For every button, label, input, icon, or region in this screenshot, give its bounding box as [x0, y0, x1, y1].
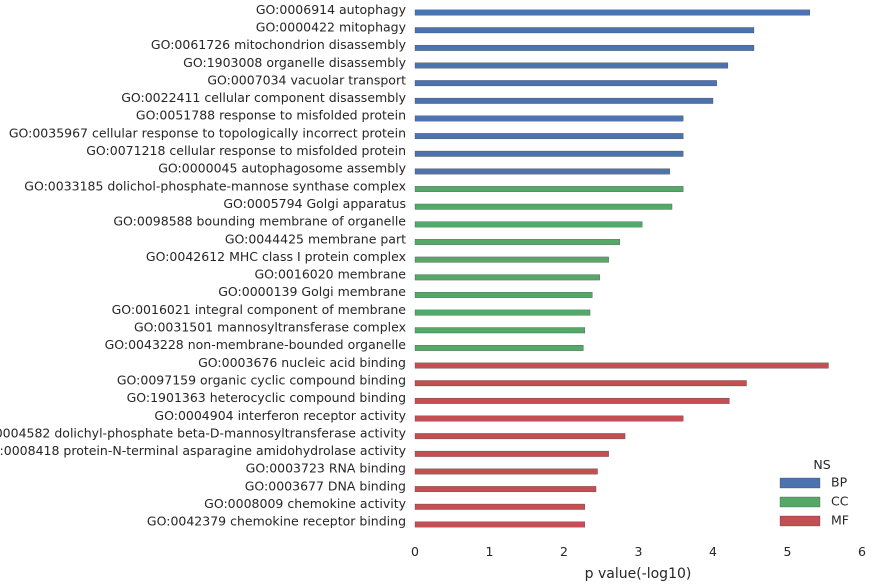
category-label: GO:0007034 vacuolar transport: [207, 72, 406, 87]
category-label: GO:0098588 bounding membrane of organell…: [113, 214, 406, 229]
legend-swatch-mf: [779, 515, 821, 527]
category-label: GO:0051788 response to misfolded protein: [136, 108, 406, 123]
category-label: GO:0008418 protein-N-terminal asparagine…: [0, 443, 407, 458]
category-label: GO:0061726 mitochondrion disassembly: [151, 37, 407, 52]
bar-go-1903008-bp: [414, 62, 729, 69]
category-label: GO:0003676 nucleic acid binding: [198, 355, 406, 370]
x-axis-label: p value(-log10): [585, 566, 692, 582]
category-label: GO:0000045 autophagosome assembly: [158, 161, 406, 176]
category-label: GO:0003723 RNA binding: [246, 461, 406, 476]
category-labels-group: GO:0006914 autophagy GO:0000422 mitophagy…: [0, 2, 407, 529]
legend-label-cc: CC: [831, 494, 849, 509]
category-label: GO:0022411 cellular component disassembl…: [121, 90, 406, 105]
category-label: GO:0016021 integral component of membran…: [112, 302, 407, 317]
category-label: GO:0005794 Golgi apparatus: [223, 196, 406, 211]
legend-title: NS: [813, 457, 830, 472]
bar-go-0098588-cc: [414, 221, 643, 228]
category-label: GO:0042379 chemokine receptor binding: [147, 514, 406, 529]
category-label: GO:0016020 membrane: [254, 267, 406, 282]
category-label: GO:0004582 dolichyl-phosphate beta-D-man…: [0, 425, 407, 440]
legend-swatch-cc: [779, 496, 821, 508]
category-label: GO:0044425 membrane part: [225, 231, 406, 246]
bar-go-0007034-bp: [414, 80, 717, 87]
bar-go-1901363-mf: [414, 397, 730, 404]
bar-go-0033185-cc: [414, 186, 684, 192]
legend-label-mf: MF: [831, 513, 849, 528]
bar-go-0071218-bp: [414, 150, 684, 157]
x-tick-label: 6: [858, 544, 866, 559]
bar-go-0042612-cc: [414, 256, 609, 263]
bar-go-0044425-cc: [414, 239, 621, 245]
category-label: GO:0042612 MHC class I protein complex: [146, 249, 406, 264]
category-label: GO:0004904 interferon receptor activity: [154, 408, 406, 423]
bar-go-0005794-cc: [414, 203, 673, 210]
category-label: GO:0033185 dolichol-phosphate-mannose sy…: [24, 178, 406, 193]
bar-go-0031501-cc: [414, 327, 586, 334]
category-label: GO:0000139 Golgi membrane: [218, 284, 406, 299]
category-label: GO:0003677 DNA binding: [245, 478, 406, 493]
category-label: GO:1903008 organelle disassembly: [183, 55, 406, 70]
bar-go-0000045-bp: [414, 168, 670, 175]
bar-go-0097159-mf: [414, 380, 747, 387]
legend-swatch-bp: [779, 477, 821, 489]
x-tick-label: 3: [635, 544, 643, 559]
legend: NS BP CC MF: [779, 457, 849, 528]
category-label: GO:0000422 mitophagy: [256, 19, 407, 34]
category-label: GO:0035967 cellular response to topologi…: [9, 125, 406, 140]
bar-go-0008418-mf: [414, 450, 609, 457]
legend-label-bp: BP: [831, 475, 848, 490]
x-ticks-group: 0 1 2 3 4 5 6: [411, 544, 866, 559]
bar-go-0003676-mf: [414, 362, 829, 369]
category-label: GO:0008009 chemokine activity: [204, 496, 406, 511]
bar-go-0003677-mf: [414, 486, 597, 493]
bar-go-0004904-mf: [414, 415, 684, 422]
bar-go-0016021-cc: [414, 309, 591, 316]
bar-go-0000422-bp: [414, 27, 755, 34]
category-label: GO:1901363 heterocyclic compound binding: [127, 390, 406, 405]
category-label: GO:0097159 organic cyclic compound bindi…: [117, 372, 406, 387]
bar-go-0061726-bp: [414, 44, 755, 51]
bar-go-0035967-bp: [414, 133, 684, 140]
bar-go-0042379-mf: [414, 521, 586, 528]
bar-go-0003723-mf: [414, 468, 598, 475]
category-label: GO:0031501 mannosyltransferase complex: [134, 320, 406, 335]
x-tick-label: 1: [486, 544, 494, 559]
category-label: GO:0043228 non-membrane-bounded organell…: [105, 337, 407, 352]
bar-go-0016020-cc: [414, 274, 600, 281]
bar-go-0051788-bp: [414, 115, 684, 122]
x-tick-label: 0: [411, 544, 419, 559]
x-tick-label: 5: [784, 544, 792, 559]
legend-items: BP CC MF: [779, 475, 849, 528]
bar-go-0022411-bp: [414, 97, 714, 104]
category-label: GO:0071218 cellular response to misfolde…: [86, 143, 406, 158]
bar-go-0008009-mf: [414, 503, 586, 510]
x-tick-label: 2: [560, 544, 568, 559]
bars-group: [414, 9, 829, 528]
bar-go-0004582-mf: [414, 433, 626, 440]
x-tick-label: 4: [709, 544, 717, 559]
bar-go-0000139-cc: [414, 292, 593, 298]
bar-go-0043228-cc: [414, 345, 584, 351]
bar-go-0006914-bp: [414, 9, 811, 16]
category-label: GO:0006914 autophagy: [256, 2, 407, 17]
